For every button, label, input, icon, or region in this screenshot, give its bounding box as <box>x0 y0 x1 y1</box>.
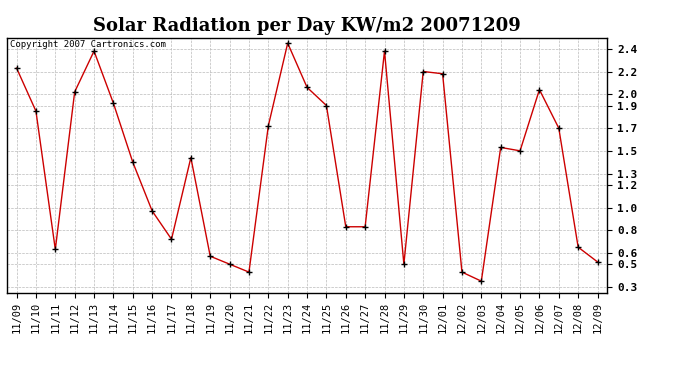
Text: Copyright 2007 Cartronics.com: Copyright 2007 Cartronics.com <box>10 40 166 49</box>
Title: Solar Radiation per Day KW/m2 20071209: Solar Radiation per Day KW/m2 20071209 <box>93 16 521 34</box>
